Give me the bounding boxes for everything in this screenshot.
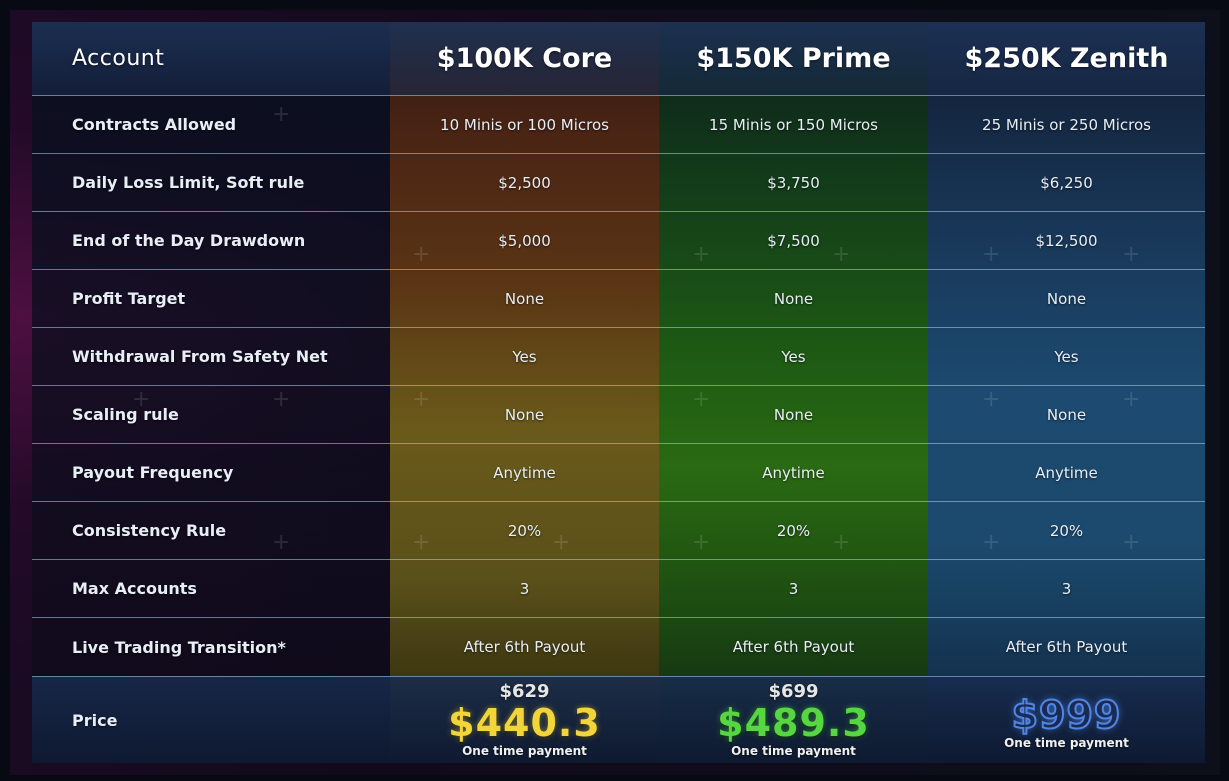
row-value-core: After 6th Payout xyxy=(463,638,586,656)
row-label: Profit Target xyxy=(72,289,186,308)
row-label: Withdrawal From Safety Net xyxy=(72,347,328,366)
row-value-core: 3 xyxy=(519,579,530,598)
row-value-prime: Anytime xyxy=(762,463,825,482)
row-value-core: 20% xyxy=(507,521,542,540)
pricing-table-frame: + + + + + + + + + + + + + + + + + + + Ac… xyxy=(10,10,1220,775)
row-value-prime: After 6th Payout xyxy=(732,638,855,656)
plan-header-core: $100K Core xyxy=(436,43,613,74)
row-value-zenith: $6,250 xyxy=(1040,173,1093,192)
table-row: Scaling rule None None None xyxy=(32,386,1205,444)
zenith-column-bg xyxy=(928,22,1205,763)
row-label: Scaling rule xyxy=(72,405,179,424)
price-row: Price $629 $440.3 One time payment $699 … xyxy=(32,676,1205,763)
table-row: Payout Frequency Anytime Anytime Anytime xyxy=(32,444,1205,502)
label-column-bg xyxy=(32,22,390,763)
row-value-zenith: None xyxy=(1046,405,1087,424)
row-label: Max Accounts xyxy=(72,579,197,598)
payment-note: One time payment xyxy=(1004,736,1129,750)
row-value-core: Yes xyxy=(512,347,537,366)
plan-header-zenith: $250K Zenith xyxy=(964,43,1169,74)
row-label: Live Trading Transition* xyxy=(72,637,286,657)
row-value-zenith: Yes xyxy=(1054,347,1079,366)
discounted-price: $440.3 xyxy=(448,701,601,745)
table-row: Withdrawal From Safety Net Yes Yes Yes xyxy=(32,328,1205,386)
row-value-zenith: None xyxy=(1046,289,1087,308)
row-value-prime: Yes xyxy=(781,347,806,366)
price-label: Price xyxy=(72,710,118,730)
table-row: Max Accounts 3 3 3 xyxy=(32,560,1205,618)
original-price: $629 xyxy=(499,681,550,702)
row-value-prime: None xyxy=(773,405,814,424)
row-value-core: None xyxy=(504,405,545,424)
row-label: Contracts Allowed xyxy=(72,115,237,134)
row-value-prime: 3 xyxy=(788,579,799,598)
row-label: End of the Day Drawdown xyxy=(72,231,306,250)
row-value-core: $2,500 xyxy=(498,173,551,192)
price-background xyxy=(32,676,1205,763)
row-value-zenith: 3 xyxy=(1061,579,1072,598)
core-column-bg xyxy=(390,22,659,763)
table-row: Live Trading Transition* After 6th Payou… xyxy=(32,618,1205,676)
prime-column-bg xyxy=(659,22,928,763)
row-value-core: $5,000 xyxy=(498,231,551,250)
table-row: Daily Loss Limit, Soft rule $2,500 $3,75… xyxy=(32,154,1205,212)
row-value-zenith: 25 Minis or 250 Micros xyxy=(982,115,1151,134)
row-label: Consistency Rule xyxy=(72,521,227,540)
row-label: Payout Frequency xyxy=(72,463,234,482)
row-value-prime: 15 Minis or 150 Micros xyxy=(709,115,878,134)
header-background xyxy=(32,22,1205,96)
comparison-table: + + + + + + + + + + + + + + + + + + + Ac… xyxy=(32,22,1205,763)
payment-note: One time payment xyxy=(731,744,856,758)
table-row: End of the Day Drawdown $5,000 $7,500 $1… xyxy=(32,212,1205,270)
price-prime[interactable]: $699 $489.3 One time payment xyxy=(659,677,928,763)
row-label: Daily Loss Limit, Soft rule xyxy=(72,173,305,192)
row-value-prime: 20% xyxy=(776,521,811,540)
header-row: Account $100K Core $150K Prime $250K Zen… xyxy=(32,22,1205,96)
price-value: $999 xyxy=(1011,693,1122,737)
row-value-prime: None xyxy=(773,289,814,308)
row-value-zenith: Anytime xyxy=(1035,463,1098,482)
table-row: Profit Target None None None xyxy=(32,270,1205,328)
price-zenith[interactable]: $999 One time payment xyxy=(928,677,1205,763)
row-value-prime: $3,750 xyxy=(767,173,820,192)
discounted-price: $489.3 xyxy=(717,701,870,745)
plan-header-prime: $150K Prime xyxy=(696,43,891,74)
original-price: $699 xyxy=(768,681,819,702)
row-value-prime: $7,500 xyxy=(767,231,820,250)
table-row: Contracts Allowed 10 Minis or 100 Micros… xyxy=(32,96,1205,154)
row-value-zenith: $12,500 xyxy=(1035,231,1098,250)
account-header: Account xyxy=(72,46,165,71)
row-value-core: None xyxy=(504,289,545,308)
row-value-core: Anytime xyxy=(493,463,556,482)
payment-note: One time payment xyxy=(462,744,587,758)
row-value-zenith: 20% xyxy=(1049,521,1084,540)
row-value-core: 10 Minis or 100 Micros xyxy=(440,115,609,134)
price-core[interactable]: $629 $440.3 One time payment xyxy=(390,677,659,763)
table-row: Consistency Rule 20% 20% 20% xyxy=(32,502,1205,560)
row-value-zenith: After 6th Payout xyxy=(1005,638,1128,656)
